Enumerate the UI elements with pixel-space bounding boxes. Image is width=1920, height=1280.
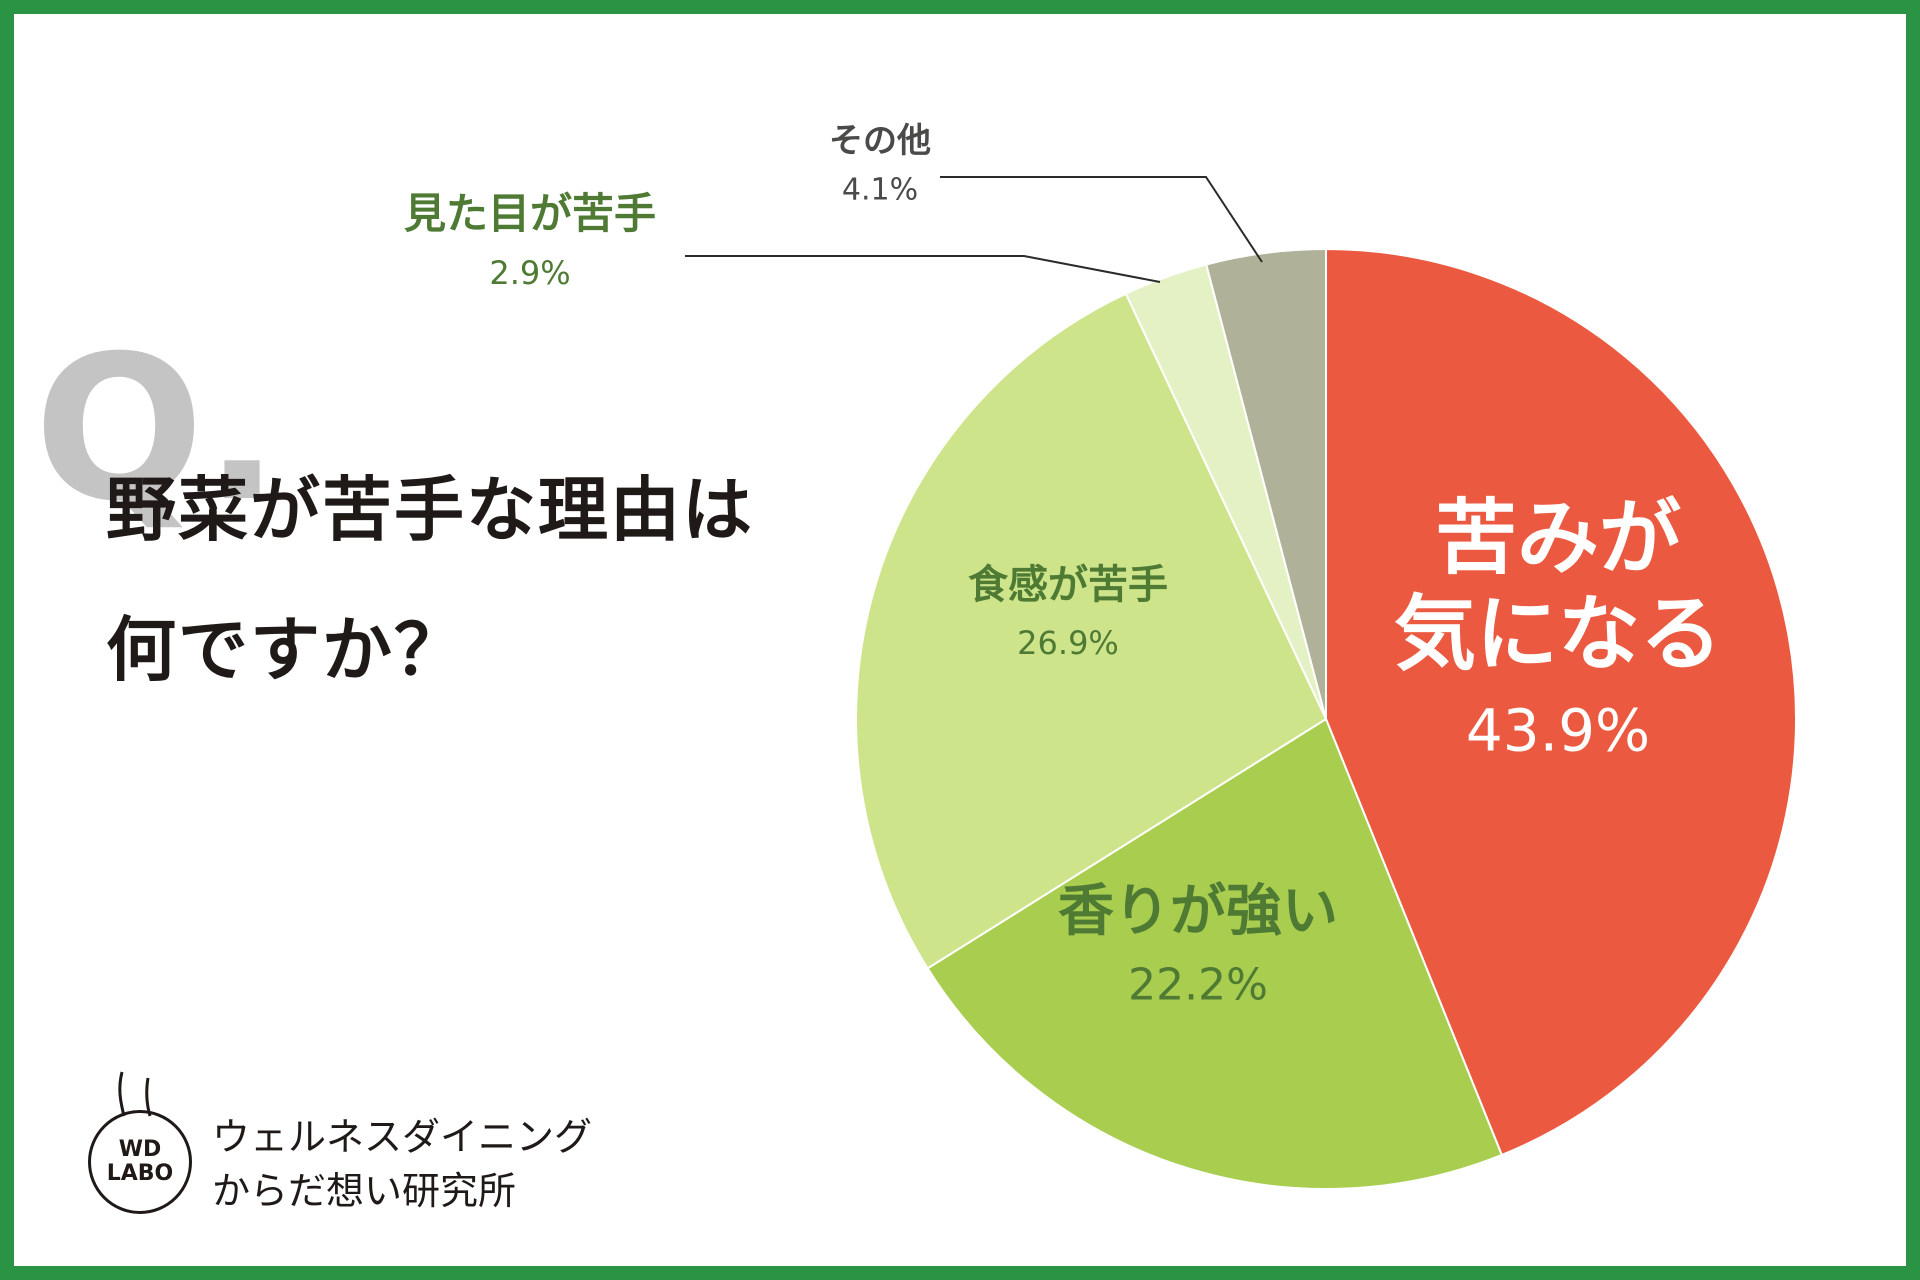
question-title: 野菜が苦手な理由は 何ですか？ bbox=[106, 440, 754, 720]
logo-name-line-1: ウェルネスダイニング bbox=[212, 1115, 593, 1159]
logo-name-line-2: からだ想い研究所 bbox=[212, 1169, 517, 1213]
wd-labo-logo: WD LABO ウェルネスダイニング からだ想い研究所 bbox=[88, 1070, 668, 1220]
question-q-mark: Q. bbox=[34, 313, 280, 546]
logo-badge: WD LABO bbox=[88, 1110, 192, 1214]
logo-badge-line-1: WD bbox=[118, 1137, 162, 1162]
leader-line-5 bbox=[940, 176, 1263, 263]
slice-value-2: 22.2% bbox=[1128, 960, 1268, 1011]
slice-value-1: 43.9% bbox=[1466, 696, 1650, 764]
question-line-1: 野菜が苦手な理由は bbox=[106, 469, 754, 551]
slice-value-4: 2.9% bbox=[489, 254, 570, 292]
slice-label-3-line-1: 食感が苦手 bbox=[968, 562, 1168, 608]
slice-label-2-line-1: 香りが強い bbox=[1058, 879, 1338, 944]
slice-value-5: 4.1% bbox=[842, 173, 918, 208]
logo-badge-line-2: LABO bbox=[106, 1161, 174, 1186]
slice-label-4-line-1: 見た目が苦手 bbox=[404, 189, 656, 238]
logo-text: ウェルネスダイニング からだ想い研究所 bbox=[212, 1110, 592, 1218]
leader-line-4 bbox=[685, 255, 1161, 283]
slice-label-1-line-1: 苦みが bbox=[1435, 491, 1681, 586]
slice-value-3: 26.9% bbox=[1017, 624, 1119, 662]
pie-slice-1 bbox=[1325, 247, 1798, 1157]
slice-label-1-line-2: 気になる bbox=[1394, 587, 1722, 682]
question-line-2: 何ですか？ bbox=[106, 609, 466, 691]
slice-label-5-line-1: その他 bbox=[829, 121, 931, 161]
pie-slice-2 bbox=[926, 717, 1504, 1190]
pie-slice-5 bbox=[1205, 247, 1327, 720]
pie-slice-3 bbox=[855, 292, 1328, 970]
